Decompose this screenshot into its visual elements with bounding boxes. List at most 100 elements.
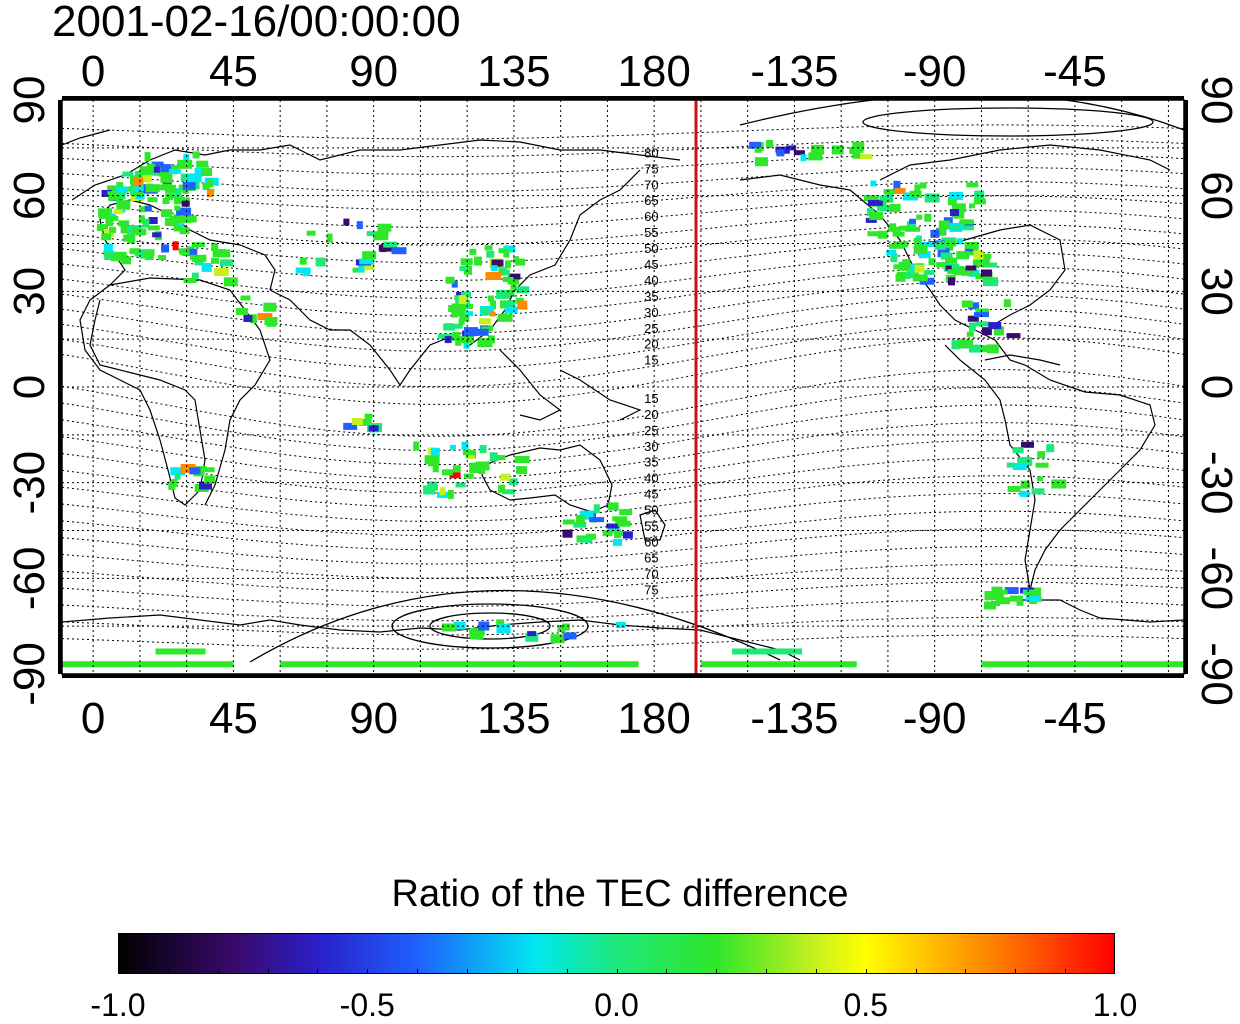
tec-data-cell bbox=[919, 242, 934, 247]
left-latitude-label: 30 bbox=[5, 267, 54, 316]
colorbar-minor-tick bbox=[1015, 969, 1017, 974]
magnetic-latitude-label: 50 bbox=[644, 241, 658, 256]
tec-data-cell bbox=[981, 327, 992, 336]
tec-data-cell bbox=[892, 231, 905, 237]
tec-data-cell bbox=[517, 300, 528, 310]
tec-data-cell bbox=[191, 242, 205, 248]
tec-data-cell bbox=[147, 225, 160, 231]
top-longitude-label: 180 bbox=[617, 47, 690, 96]
tec-data-cell bbox=[502, 277, 514, 282]
tec-data-cell bbox=[109, 226, 117, 233]
tec-data-cell bbox=[498, 626, 511, 634]
colorbar-minor-tick bbox=[766, 969, 768, 974]
tec-data-cell bbox=[877, 205, 891, 212]
tec-data-cell bbox=[165, 184, 176, 193]
tec-data-cell bbox=[358, 265, 365, 273]
magnetic-latitude-label: 25 bbox=[644, 423, 658, 438]
colorbar-tick-label: 0.5 bbox=[843, 987, 888, 1023]
tec-data-cell bbox=[754, 157, 768, 167]
tec-data-cell bbox=[973, 250, 984, 260]
right-latitude-labels: 90 60 30 0 -30 -60 -90 bbox=[1192, 76, 1240, 706]
tec-data-cell bbox=[917, 243, 925, 251]
tec-data-cell bbox=[148, 217, 158, 224]
tec-data-cell bbox=[134, 249, 150, 257]
tec-data-cell bbox=[134, 184, 144, 192]
tec-data-cell bbox=[498, 269, 505, 276]
tec-data-cell bbox=[589, 517, 605, 523]
tec-data-cell bbox=[243, 315, 253, 322]
tec-data-cell bbox=[168, 168, 181, 174]
tec-data-cell bbox=[700, 661, 857, 668]
tec-data-cell bbox=[361, 263, 375, 271]
tec-data-cell bbox=[486, 272, 501, 280]
tec-data-cell bbox=[1007, 486, 1021, 492]
tec-data-cell bbox=[852, 141, 865, 151]
tec-data-cell bbox=[983, 277, 998, 287]
tec-data-cell bbox=[475, 461, 490, 471]
magnetic-latitude-label: 60 bbox=[644, 534, 658, 549]
tec-data-cell bbox=[905, 226, 920, 232]
tec-data-cell bbox=[489, 311, 496, 317]
tec-data-cell bbox=[991, 586, 1003, 594]
tec-data-cell bbox=[509, 273, 521, 280]
magnetic-latitude-line bbox=[62, 181, 1184, 211]
tec-data-cell bbox=[469, 632, 484, 640]
right-latitude-label: -60 bbox=[1192, 547, 1240, 611]
tec-data-cell bbox=[174, 196, 183, 205]
tec-data-cell bbox=[969, 344, 981, 353]
magnetic-latitude-label: 55 bbox=[644, 519, 658, 534]
tec-data-cell bbox=[607, 502, 619, 511]
tec-data-cell bbox=[1016, 600, 1024, 606]
magnetic-latitude-line bbox=[62, 294, 1184, 352]
tec-data-cell bbox=[113, 209, 123, 215]
tec-data-cell bbox=[619, 509, 633, 516]
tec-ratio-data-patches bbox=[62, 140, 1184, 668]
tec-data-cell bbox=[123, 201, 130, 210]
tec-data-cell bbox=[458, 336, 474, 344]
tec-data-cell bbox=[452, 332, 461, 341]
tec-data-cell bbox=[1017, 456, 1033, 466]
right-latitude-label: 90 bbox=[1192, 76, 1240, 125]
tec-data-cell bbox=[994, 591, 1004, 601]
tec-data-cell bbox=[170, 188, 182, 197]
tec-data-cell bbox=[212, 249, 226, 257]
colorbar-tick-label: -0.5 bbox=[339, 987, 395, 1023]
tec-data-cell bbox=[442, 469, 453, 476]
tec-data-cell bbox=[937, 227, 946, 236]
tec-data-cell bbox=[899, 225, 909, 231]
tec-data-cell bbox=[445, 276, 455, 284]
tec-data-cell bbox=[579, 510, 594, 520]
tec-data-cell bbox=[986, 344, 999, 354]
tec-data-cell bbox=[181, 200, 190, 207]
magnetic-latitude-label: 70 bbox=[644, 566, 658, 581]
tec-data-cell bbox=[158, 170, 171, 177]
tec-data-cell bbox=[240, 295, 251, 301]
tec-data-cell bbox=[898, 261, 911, 271]
tec-data-cell bbox=[894, 187, 906, 194]
tec-data-cell bbox=[975, 321, 990, 327]
map-timestamp: 2001-02-16/00:00:00 bbox=[52, 0, 461, 46]
tec-data-cell bbox=[204, 475, 216, 484]
tec-data-cell bbox=[479, 445, 487, 454]
tec-data-cell bbox=[443, 323, 456, 331]
tec-data-cell bbox=[973, 198, 986, 205]
tec-data-cell bbox=[463, 473, 474, 479]
top-longitude-labels: 0 45 90 135 180 -135 -90 -45 bbox=[81, 47, 1107, 96]
tec-data-cell bbox=[502, 269, 510, 276]
magnetic-latitude-label: 75 bbox=[644, 161, 658, 176]
tec-data-cell bbox=[490, 300, 497, 310]
tec-data-cell bbox=[940, 252, 953, 260]
tec-data-cell bbox=[1006, 462, 1015, 468]
tec-data-cell bbox=[458, 295, 467, 305]
left-latitude-label: -90 bbox=[5, 642, 54, 706]
magnetic-latitude-line bbox=[62, 322, 1184, 388]
bottom-longitude-label: 90 bbox=[349, 694, 398, 743]
magnetic-latitude-line bbox=[62, 337, 1184, 405]
bottom-longitude-labels: 0 45 90 135 180 -135 -90 -45 bbox=[81, 694, 1107, 743]
left-latitude-label: -30 bbox=[5, 451, 54, 515]
tec-data-cell bbox=[249, 314, 257, 324]
tec-data-cell bbox=[749, 141, 762, 149]
tec-data-cell bbox=[481, 306, 489, 316]
tec-data-cell bbox=[148, 165, 156, 172]
tec-data-cell bbox=[976, 253, 992, 259]
